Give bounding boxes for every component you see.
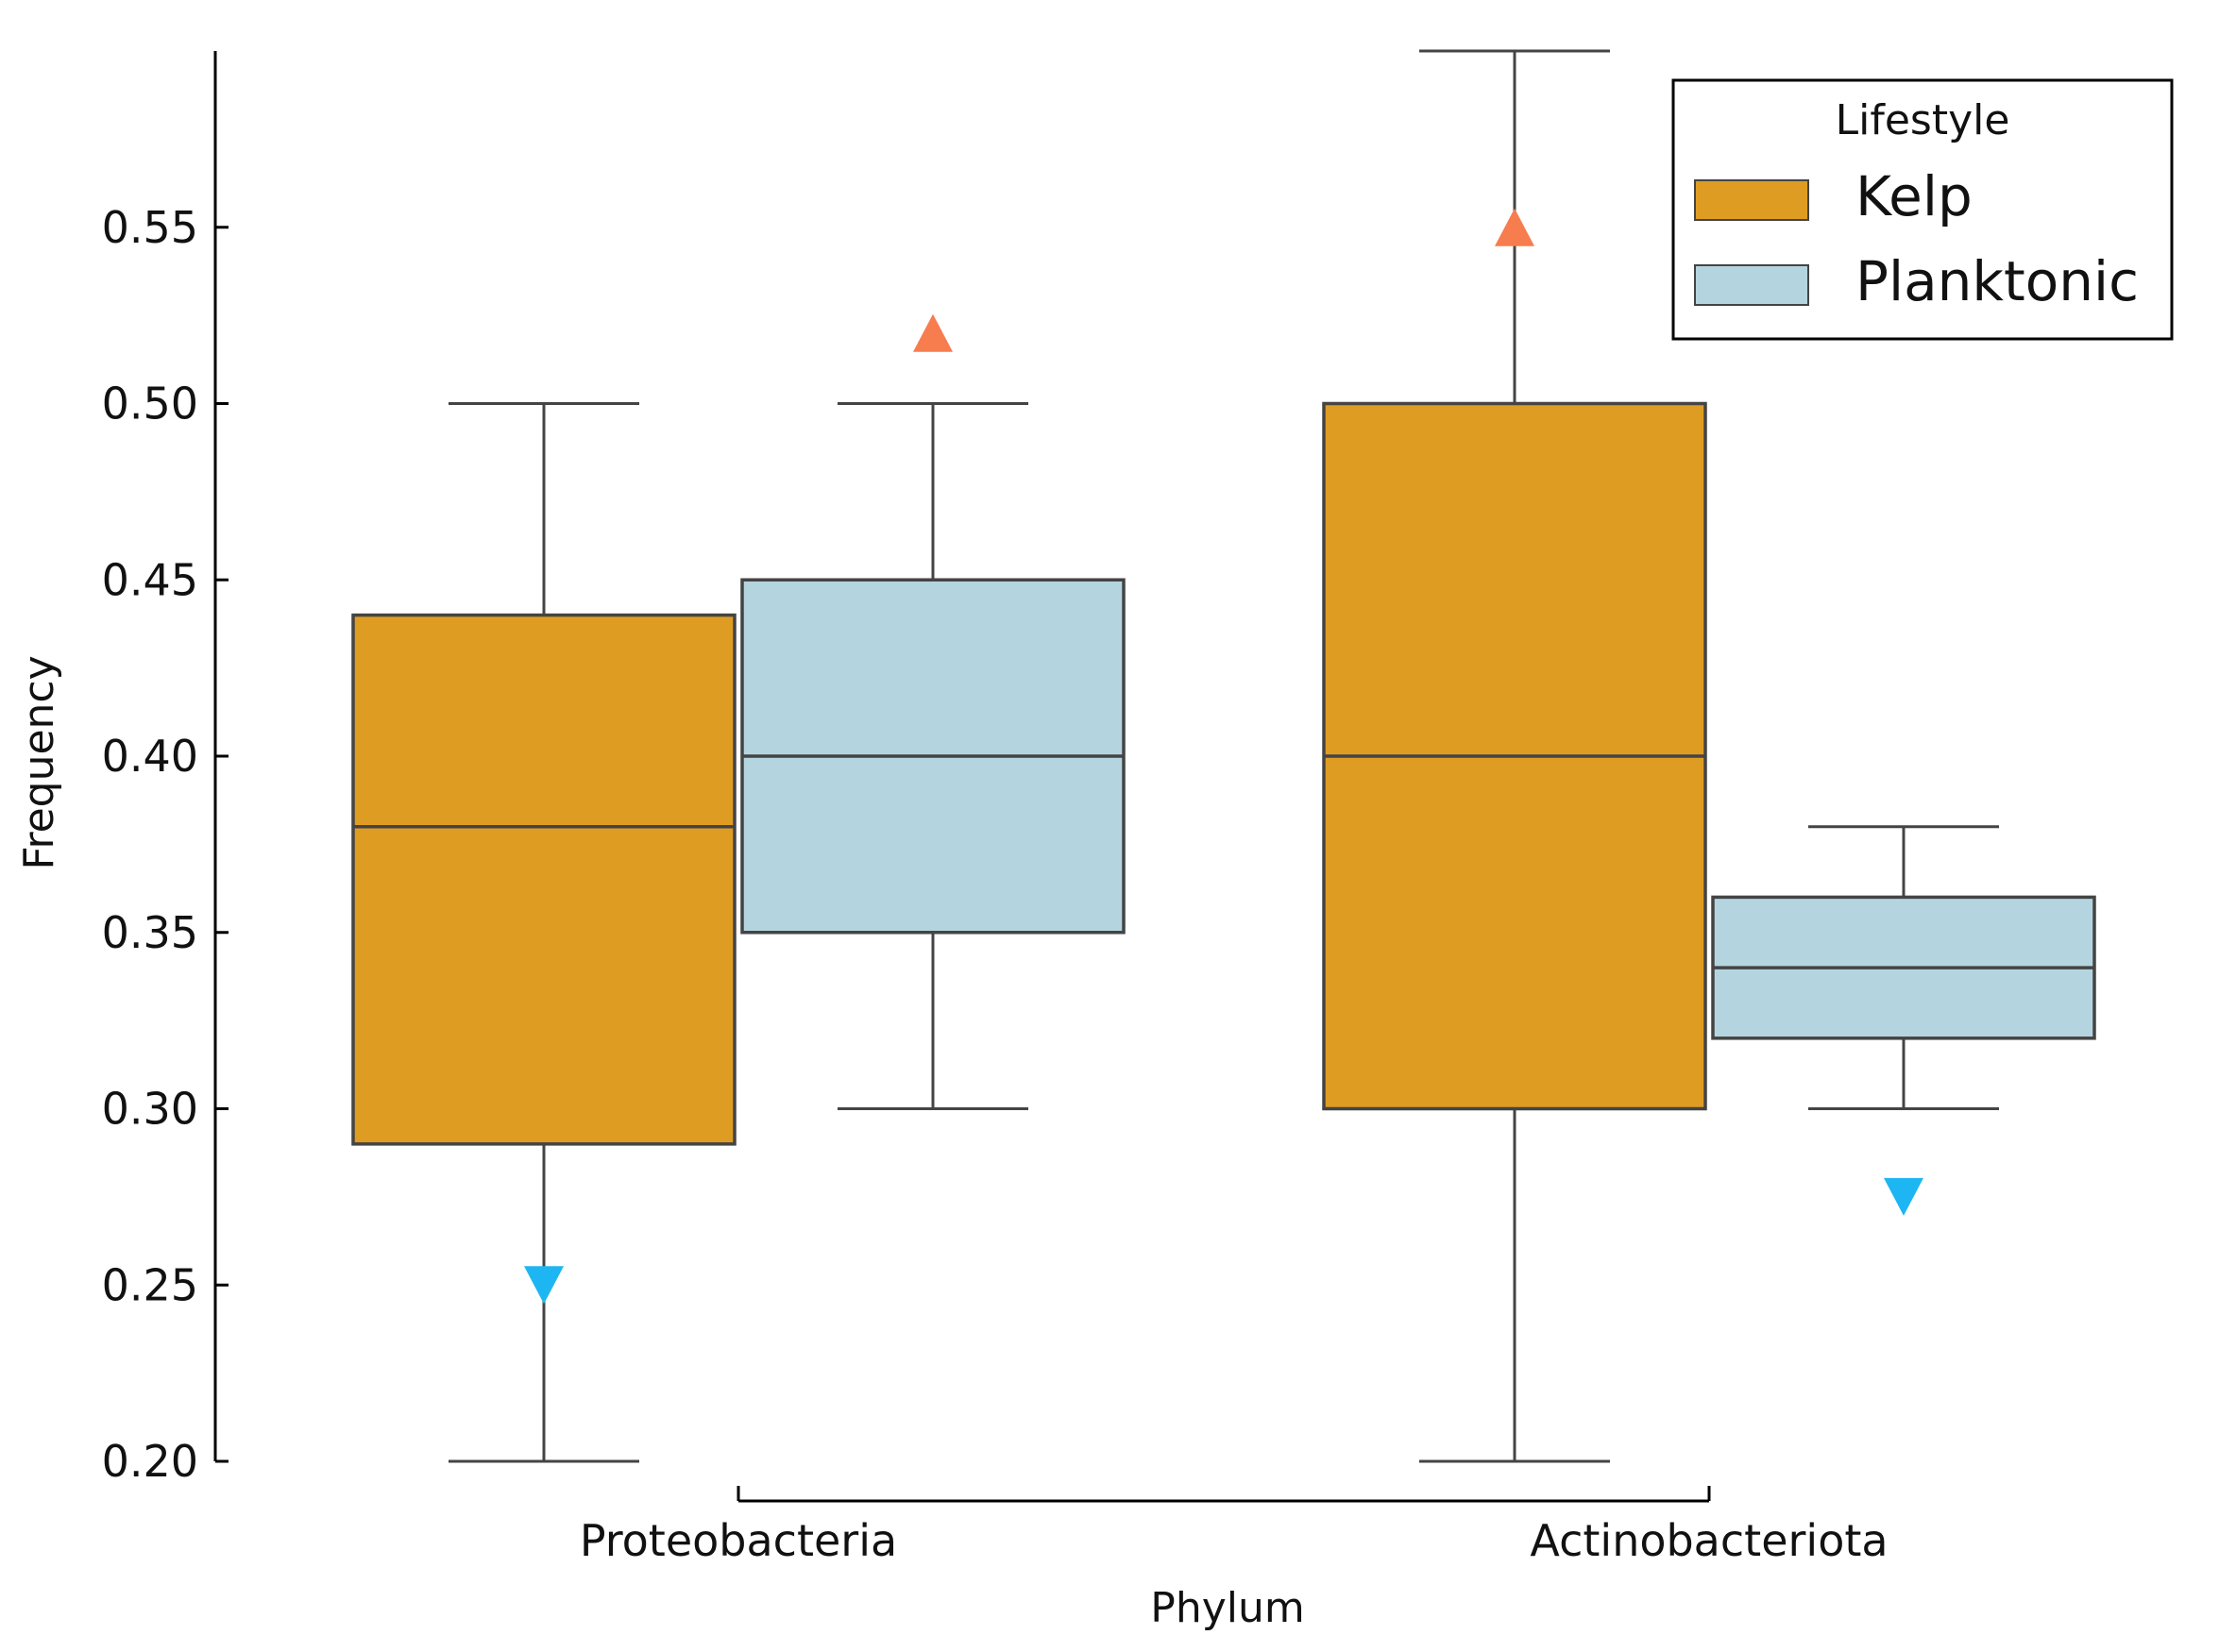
box-planktonic-proteobacteria (740, 402, 1126, 1110)
x-tick-label-proteobacteria: Proteobacteria (580, 1515, 897, 1566)
triangle-down-marker (1884, 1177, 1923, 1216)
y-tick-label: 0.20 (102, 1436, 198, 1487)
y-tick-label: 0.35 (102, 907, 198, 958)
box-kelp-actinobacteriota (1322, 49, 1707, 1463)
y-tick-label: 0.55 (102, 202, 198, 253)
box-body (351, 613, 737, 1146)
axes: 0.20 0.25 0.30 0.35 0.40 0.45 0.50 0.55 Proteoba… (102, 51, 1889, 1566)
y-tick-label: 0.30 (102, 1084, 198, 1135)
box-planktonic-actinobacteriota (1711, 825, 2096, 1110)
y-tick-label: 0.45 (102, 554, 198, 605)
triangle-up-marker (913, 313, 953, 352)
legend-label-planktonic: Planktonic (1855, 249, 2139, 313)
legend-swatch-planktonic (1694, 264, 1809, 306)
legend-label-kelp: Kelp (1855, 164, 1973, 228)
x-axis-label: Phylum (1150, 1584, 1304, 1632)
markers (524, 208, 1923, 1305)
legend-swatch-kelp (1694, 179, 1809, 221)
y-axis-label: Frequency (15, 655, 63, 869)
triangle-down-marker (524, 1266, 564, 1305)
y-tick-label: 0.50 (102, 379, 198, 430)
y-tick-label: 0.40 (102, 731, 198, 782)
legend: Lifestyle Kelp Planktonic (1671, 78, 2174, 341)
boxes (351, 49, 2096, 1463)
x-tick-label-actinobacteriota: Actinobacteriota (1530, 1515, 1888, 1566)
y-tick-label: 0.25 (102, 1259, 198, 1310)
legend-title: Lifestyle (1836, 96, 2010, 144)
box-kelp-proteobacteria (351, 402, 737, 1463)
triangle-up-marker (1495, 208, 1534, 246)
